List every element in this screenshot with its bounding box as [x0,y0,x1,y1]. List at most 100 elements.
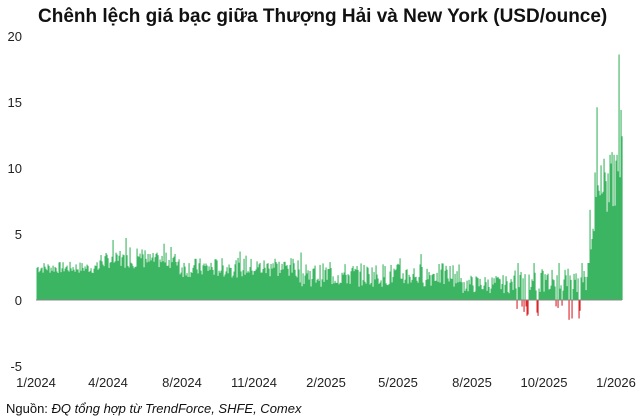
positive-bar [286,265,288,300]
positive-bar [560,285,562,300]
negative-bar [525,300,527,307]
positive-bar [412,274,414,300]
positive-bar [567,268,569,300]
positive-bar [232,275,234,300]
positive-bar [374,279,376,300]
positive-bar [544,274,546,300]
positive-bar [240,271,242,300]
positive-bar [605,181,607,300]
positive-bar [422,282,424,300]
positive-bar [276,263,278,300]
positive-bar [335,282,337,300]
positive-bar [231,277,233,300]
positive-bar [69,261,71,300]
positive-bar [618,54,620,301]
positive-bar [380,280,382,300]
positive-bar [330,268,332,300]
positive-bar [253,271,255,300]
positive-bar [136,248,138,300]
y-tick-label: 5 [15,227,22,242]
positive-bar [405,269,407,300]
positive-bar [339,282,341,300]
positive-bar [576,292,578,300]
positive-bar [519,274,521,300]
positive-bar [299,282,301,300]
positive-bar [399,258,401,300]
positive-bar [245,255,247,300]
negative-bar [537,300,539,316]
positive-bar [282,269,284,300]
positive-bar [532,281,534,300]
negative-bar [579,300,581,311]
positive-bar [609,154,611,300]
positive-bar [371,267,373,300]
positive-bar [216,260,218,300]
y-tick-label: 0 [15,293,22,308]
positive-bar [439,282,441,300]
positive-bar [197,273,199,300]
positive-bar [322,263,324,300]
positive-bar [85,268,87,300]
positive-bar [602,191,604,300]
positive-bar [254,271,256,300]
positive-bar [564,269,566,300]
positive-bar [344,264,346,300]
positive-bar [242,270,244,300]
positive-bar [499,279,501,300]
positive-bar [348,275,350,300]
positive-bar [549,288,551,300]
positive-bar [535,290,537,300]
positive-bar [275,261,277,300]
positive-bar [290,258,292,300]
positive-bar [464,290,466,300]
positive-bar [40,268,42,300]
positive-bar [321,279,323,300]
positive-bar [340,282,342,300]
positive-bar [475,276,477,300]
positive-bar [356,266,358,300]
positive-bar [113,262,115,300]
positive-bar [452,265,454,300]
positive-bar [308,279,310,300]
positive-bar [277,275,279,300]
positive-bar [117,260,119,300]
positive-bar [110,262,112,300]
positive-bar [538,288,540,300]
positive-bar [298,269,300,300]
positive-bar [421,267,423,300]
positive-bar [81,263,83,300]
positive-bar [592,228,594,300]
positive-bar [129,247,131,300]
positive-bar [440,269,442,300]
positive-bar [140,258,142,300]
positive-bar [336,282,338,300]
positive-bar [327,268,329,300]
positive-bar [347,274,349,300]
positive-bar [274,258,276,300]
positive-bar [93,268,95,300]
positive-bar [234,264,236,300]
positive-bar [580,277,582,300]
positive-bar [137,256,139,300]
positive-bar [172,257,174,300]
negative-bar [523,300,525,312]
chart-title: Chênh lệch giá bạc giữa Thượng Hải và Ne… [38,6,608,27]
positive-bar [95,265,97,300]
positive-bar [57,273,59,300]
positive-bar [164,262,166,300]
positive-bar [614,205,616,300]
positive-bar [345,274,347,300]
positive-bar [318,280,320,300]
positive-bar [167,265,169,300]
positive-bar [49,272,51,300]
positive-bar [47,264,49,300]
positive-bar [328,269,330,300]
positive-bar [74,271,76,300]
positive-bar [73,269,75,300]
positive-bar [368,274,370,300]
positive-bar [178,259,180,300]
positive-bar [161,255,163,300]
positive-bar [84,266,86,300]
positive-bar [174,253,176,300]
positive-bar [221,258,223,300]
